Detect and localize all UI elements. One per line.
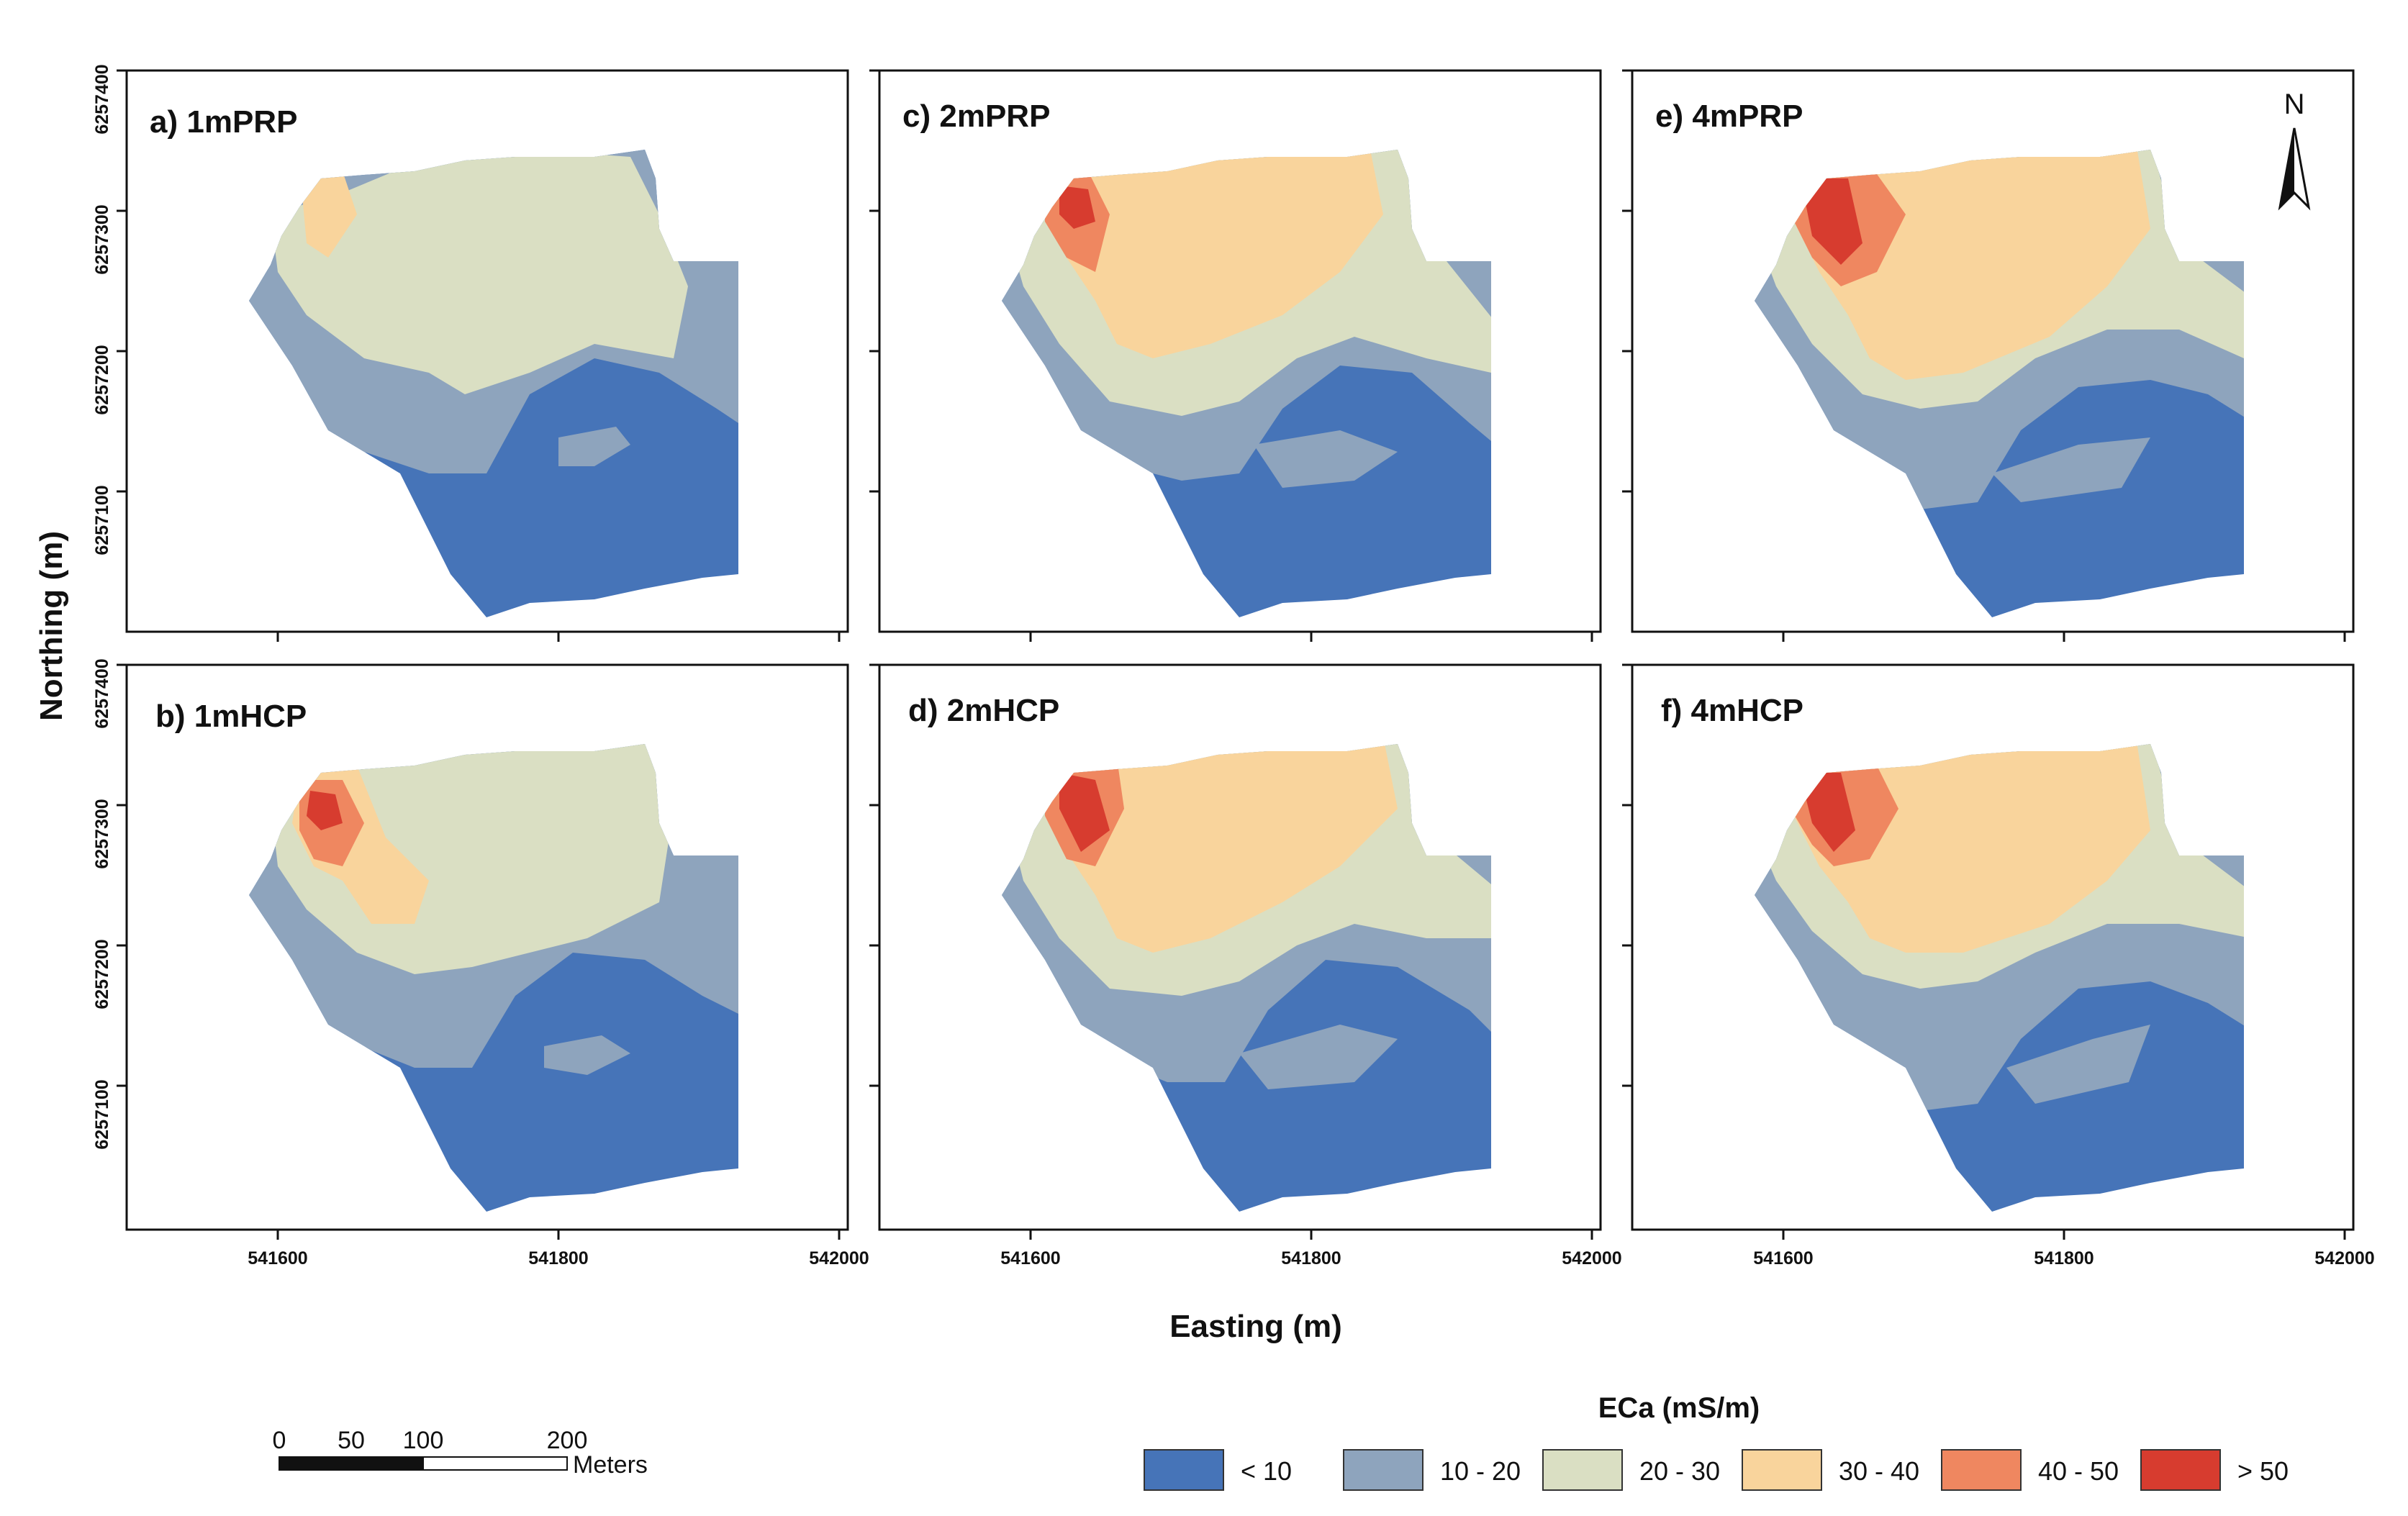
legend-label: 20 - 30	[1639, 1456, 1720, 1486]
x-tick-label: 541600	[1753, 1248, 1813, 1268]
x-tick-label: 541800	[528, 1248, 588, 1268]
panel-a: a) 1mPRP	[125, 69, 849, 633]
legend-swatch	[1343, 1449, 1423, 1491]
panel-label: d) 2mHCP	[908, 693, 1059, 728]
y-tick-label: 6257100	[92, 485, 112, 555]
zone-10-20-island	[1992, 437, 2150, 502]
y-tick-label: 6257200	[92, 345, 112, 414]
axes: 541600 541800 542000 6257400 6257300 6257200 6…	[92, 64, 2375, 1268]
x-tick-label: 542000	[809, 1248, 869, 1268]
y-tick-label: 6257200	[92, 939, 112, 1009]
zone-10-20-island	[1254, 430, 1398, 488]
panel-f: f) 4mHCP	[1631, 663, 2355, 1231]
panel-label: e) 4mPRP	[1655, 99, 1803, 134]
y-tick-label: 6257100	[92, 1079, 112, 1149]
panel-label: c) 2mPRP	[902, 99, 1050, 134]
scale-bar-black	[279, 1456, 424, 1471]
legend-swatch	[1941, 1449, 2022, 1491]
zone-gt50	[1805, 773, 1855, 852]
y-tick-label: 6257300	[92, 204, 112, 274]
legend-swatch	[1742, 1449, 1822, 1491]
zone-gt50	[1059, 773, 1110, 852]
zone-10-20-island	[544, 1035, 630, 1075]
x-axis-title: Easting (m)	[1169, 1309, 1342, 1344]
scale-label-100: 100	[403, 1427, 444, 1454]
panel-label: a) 1mPRP	[150, 104, 297, 140]
zone-gt50	[307, 791, 343, 830]
zone-gt50	[1805, 178, 1862, 265]
panel-label: b) 1mHCP	[155, 699, 307, 734]
north-label: N	[2284, 88, 2305, 120]
x-tick-label: 542000	[2314, 1248, 2374, 1268]
panel-label: f) 4mHCP	[1661, 693, 1803, 728]
zone-30-40	[1045, 744, 1398, 953]
scale-label-200: 200	[547, 1427, 588, 1454]
legend-title: ECa (mS/m)	[1598, 1392, 1760, 1424]
north-arrow: N	[2278, 88, 2311, 211]
x-tick-label: 541800	[1281, 1248, 1341, 1268]
zone-gt50	[1059, 186, 1095, 229]
x-tick-label: 541600	[1000, 1248, 1060, 1268]
panel-e: e) 4mPRP N	[1631, 69, 2355, 633]
legend-label: > 50	[2237, 1456, 2289, 1486]
scale-bar: 0 50 100 200 Meters	[273, 1427, 648, 1479]
zone-10-20-island	[558, 427, 630, 466]
legend-swatch	[1542, 1449, 1623, 1491]
legend-swatch	[2140, 1449, 2221, 1491]
legend-label: < 10	[1241, 1456, 1292, 1486]
zone-20-30	[271, 150, 688, 394]
zone-30-40	[1045, 150, 1383, 358]
y-tick-label: 6257400	[92, 64, 112, 134]
scale-bar-white	[422, 1456, 568, 1471]
zone-10-20-island	[1239, 1025, 1398, 1089]
y-axis-title: Northing (m)	[34, 531, 69, 721]
x-tick-label: 541800	[2034, 1248, 2094, 1268]
legend-swatch	[1144, 1449, 1224, 1491]
legend: ECa (mS/m) < 10 10 - 20 20 - 30 30 - 40 40 -…	[1144, 1392, 2289, 1491]
x-tick-label: 542000	[1562, 1248, 1621, 1268]
zone-10-20-island	[2006, 1025, 2150, 1104]
legend-label: 30 - 40	[1839, 1456, 1919, 1486]
panel-b: b) 1mHCP	[125, 663, 849, 1231]
legend-items: < 10 10 - 20 20 - 30 30 - 40 40 - 50 > 50	[1144, 1449, 2289, 1491]
legend-label: 10 - 20	[1440, 1456, 1521, 1486]
scale-label-50: 50	[338, 1427, 365, 1454]
panel-d: d) 2mHCP	[878, 663, 1602, 1231]
y-tick-label: 6257400	[92, 658, 112, 728]
x-tick-label: 541600	[248, 1248, 307, 1268]
scale-label-0: 0	[273, 1427, 286, 1454]
scale-unit: Meters	[573, 1451, 648, 1479]
panel-c: c) 2mPRP	[878, 69, 1602, 633]
legend-label: 40 - 50	[2038, 1456, 2119, 1486]
y-tick-label: 6257300	[92, 799, 112, 868]
